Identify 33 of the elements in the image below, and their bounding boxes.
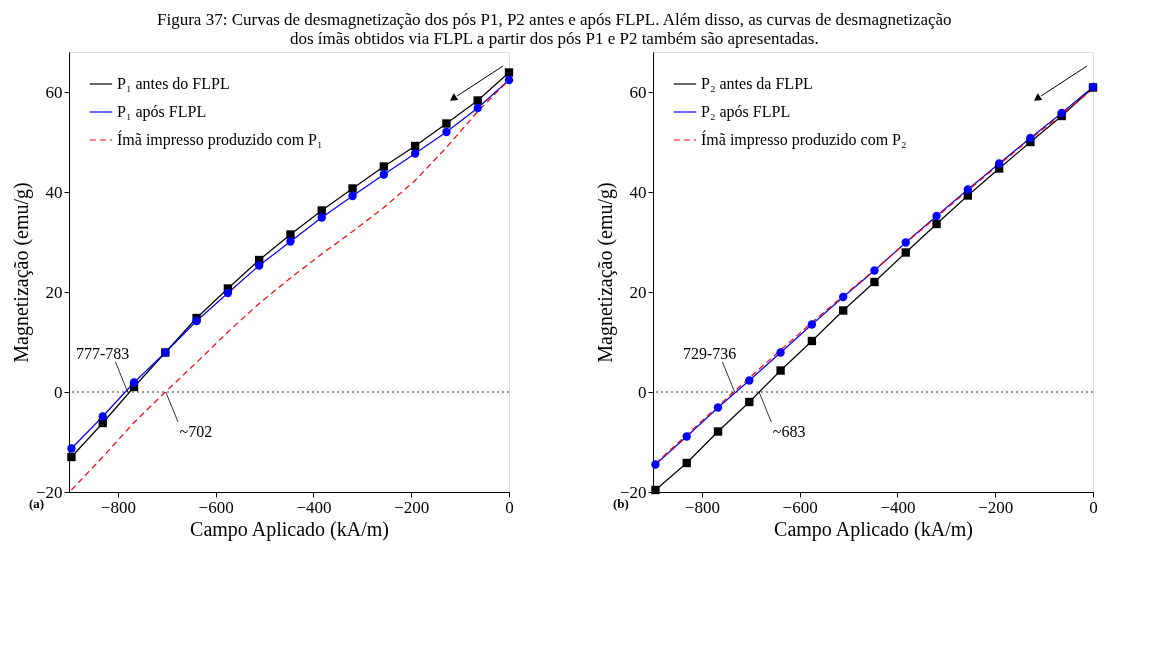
legend-label: Ímã impresso produzido com P₁ (117, 130, 323, 149)
x-tick-label: 0 (505, 497, 514, 517)
x-tick-label: −400 (880, 497, 916, 517)
y-tick-label: 20 (45, 282, 63, 302)
y-tick-label: 40 (45, 182, 63, 202)
x-tick-label: −600 (198, 497, 234, 517)
legend-label: P₁ após FLPL (117, 103, 207, 121)
y-tick-label: 0 (54, 382, 63, 402)
y-tick-label: 40 (629, 182, 647, 202)
y-tick-label: 60 (629, 82, 647, 102)
y-tick-label: 0 (638, 382, 647, 402)
x-tick-label: 0 (1089, 497, 1098, 517)
y-tick-label: 60 (45, 82, 63, 102)
text: Figura 37: Curvas de desmagnetização dos pós P1, P2 antes e após FLPL. Além disso, as curvas de desmagnetização dos ímãs obtidos via FLPL a partir dos pós P1 e P2 também são apresentadas. (157, 9, 952, 48)
x-tick-label: −800 (684, 497, 720, 517)
x-tick-label: −400 (296, 497, 332, 517)
x-tick-label: −800 (100, 497, 136, 517)
y-tick-label: 20 (629, 282, 647, 302)
x-tick-label: −200 (978, 497, 1014, 517)
annotation: 777-783 (76, 345, 130, 362)
x-axis-title: Campo Aplicado (kA/m) (190, 517, 389, 541)
y-axis-title: Magnetização (emu/g) (9, 182, 33, 363)
x-tick-label: −600 (782, 497, 818, 517)
annotation: 729-736 (682, 345, 737, 362)
legend-label: P₂ após FLPL (701, 103, 791, 121)
x-axis-title: Campo Aplicado (kA/m) (774, 517, 973, 541)
legend-label: P₂ antes da FLPL (701, 75, 813, 92)
legend-label: Ímã impresso produzido com P₂ (701, 130, 907, 149)
annotation: ~702 (179, 423, 213, 440)
annotation: ~683 (772, 423, 806, 440)
y-axis-title: Magnetização (emu/g) (593, 182, 617, 363)
x-tick-label: −200 (394, 497, 430, 517)
legend-label: P₁ antes do FLPL (117, 75, 230, 92)
